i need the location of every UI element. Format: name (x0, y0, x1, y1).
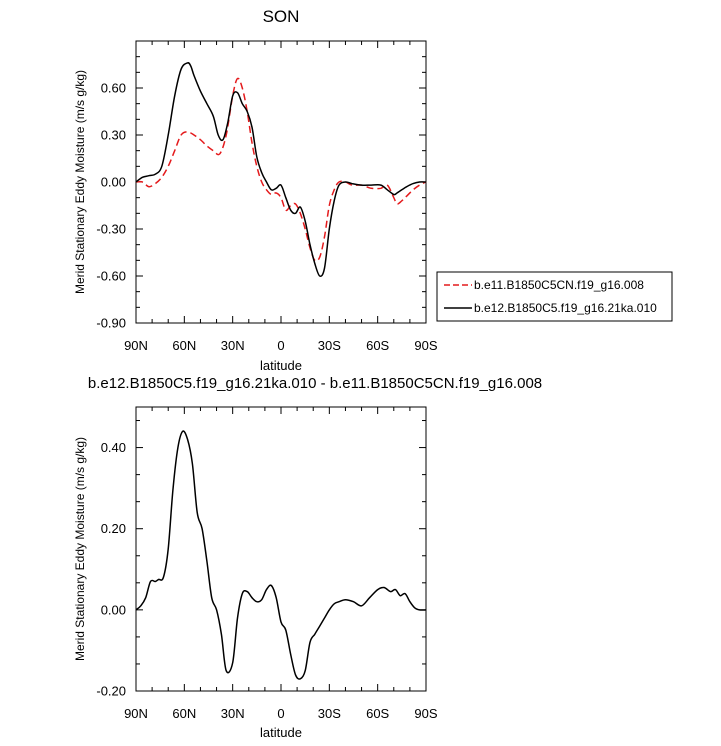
top-x-tick-label: 30S (318, 338, 341, 353)
top-y-tick-label: 0.30 (101, 128, 126, 143)
top-x-tick-label: 90S (414, 338, 437, 353)
top-axis-ticks: 90N 60N 30N 0 30S 60S 90S -0.90 -0.60 -0.30 0.00 0.… (96, 40, 438, 353)
top-series-line-2 (135, 62, 427, 277)
bottom-x-tick-label: 60S (366, 706, 389, 721)
legend-frame (436, 271, 673, 322)
top-panel: SON 90N 60N 30N 0 30S 60S 90S -0.90 -0.60 -0.30 0.… (73, 7, 673, 373)
bottom-x-tick-label: 30S (318, 706, 341, 721)
bottom-x-tick-label: 90S (414, 706, 437, 721)
bottom-chart-title: b.e12.B1850C5.f19_g16.21ka.010 - b.e11.B… (88, 375, 542, 392)
top-y-tick-label: 0.60 (101, 81, 126, 96)
top-y-tick-label: -0.60 (96, 269, 126, 284)
top-x-axis-label: latitude (260, 358, 302, 373)
bottom-y-axis-label: Merid Stationary Eddy Moisture (m/s g/kg… (73, 437, 87, 661)
top-series-line-1 (135, 77, 427, 262)
bottom-x-tick-label: 60N (172, 706, 196, 721)
top-chart-title: SON (263, 7, 300, 26)
legend: b.e11.B1850C5CN.f19_g16.008 b.e12.B1850C… (436, 271, 673, 322)
bottom-x-tick-label: 30N (221, 706, 245, 721)
top-y-tick-label: -0.90 (96, 316, 126, 331)
top-x-tick-label: 60S (366, 338, 389, 353)
top-y-tick-label: -0.30 (96, 222, 126, 237)
top-series-lines (135, 62, 427, 277)
top-x-tick-label: 30N (221, 338, 245, 353)
bottom-series-line-1 (135, 430, 427, 680)
bottom-y-tick-label: 0.00 (101, 602, 126, 617)
legend-entry-1: b.e11.B1850C5CN.f19_g16.008 (474, 278, 644, 292)
bottom-y-tick-label: 0.20 (101, 521, 126, 536)
bottom-x-tick-label: 90N (124, 706, 148, 721)
bottom-panel: b.e12.B1850C5.f19_g16.21ka.010 - b.e11.B… (73, 375, 542, 740)
top-plot-frame (135, 40, 427, 324)
bottom-x-axis-label: latitude (260, 725, 302, 740)
bottom-series-lines (135, 430, 427, 680)
legend-entry-2: b.e12.B1850C5.f19_g16.21ka.010 (474, 301, 657, 315)
bottom-y-tick-label: -0.20 (96, 684, 126, 699)
top-x-tick-label: 0 (277, 338, 284, 353)
top-x-tick-label: 90N (124, 338, 148, 353)
bottom-y-tick-label: 0.40 (101, 440, 126, 455)
top-y-axis-label: Merid Stationary Eddy Moisture (m/s g/kg… (73, 70, 87, 294)
top-x-tick-label: 60N (172, 338, 196, 353)
bottom-x-tick-label: 0 (277, 706, 284, 721)
bottom-plot-frame (135, 406, 427, 692)
bottom-axis-ticks: 90N 60N 30N 0 30S 60S 90S -0.20 0.00 0.20 0.40 (96, 407, 438, 721)
top-y-tick-label: 0.00 (101, 175, 126, 190)
